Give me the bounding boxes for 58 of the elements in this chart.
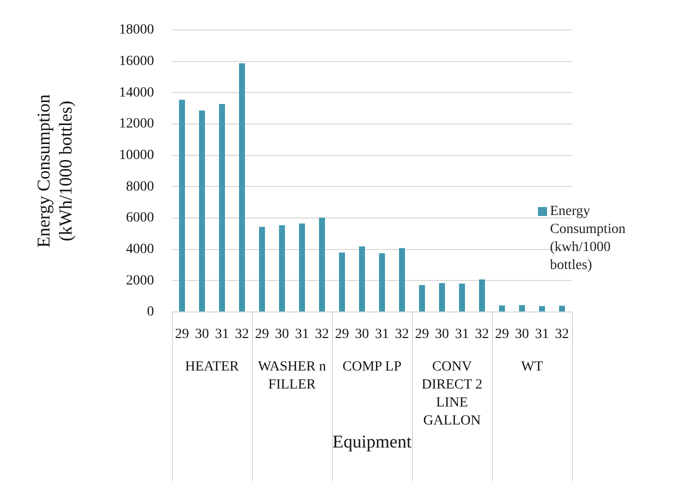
bar — [439, 283, 445, 312]
legend-label: Energy Consumption (kwh/1000 bottles) — [550, 203, 626, 275]
bar — [539, 306, 545, 312]
y-tick-label: 18000 — [119, 22, 154, 38]
x-tick-label: 31 — [295, 327, 309, 342]
y-tick-label: 0 — [147, 304, 154, 320]
x-tick-label: 30 — [355, 327, 369, 342]
bar — [259, 226, 265, 312]
x-tick-label: 31 — [215, 327, 229, 342]
x-tick-label: 32 — [475, 327, 489, 342]
y-tick-label: 4000 — [126, 242, 154, 258]
x-tick-label: 31 — [455, 327, 469, 342]
x-tick-label: 29 — [255, 327, 269, 342]
bar — [359, 246, 365, 312]
y-tick-label: 8000 — [126, 179, 154, 194]
bar — [199, 110, 205, 312]
x-tick-label: 29 — [495, 327, 509, 342]
bar — [299, 223, 305, 312]
x-tick-label: 30 — [515, 327, 529, 342]
bar — [399, 248, 405, 312]
bar — [339, 252, 345, 312]
x-tick-label: 31 — [375, 327, 389, 342]
y-tick-label: 10000 — [119, 148, 154, 164]
text: WT — [521, 360, 544, 375]
x-tick-label: 30 — [195, 327, 209, 342]
x-tick-label: 32 — [555, 327, 569, 342]
x-tick-label: 32 — [315, 327, 329, 342]
x-tick-label: 30 — [435, 327, 449, 342]
bar — [559, 306, 565, 312]
bar — [219, 104, 225, 312]
y-tick-label: 2000 — [126, 273, 154, 288]
x-tick-label: 30 — [275, 327, 289, 342]
y-tick-label: 12000 — [119, 116, 154, 132]
bar — [179, 100, 185, 312]
y-tick-label: 16000 — [119, 54, 154, 70]
x-axis-title: Equipment — [332, 432, 412, 452]
x-tick-label: 29 — [175, 327, 189, 342]
x-tick-label: 32 — [235, 327, 249, 342]
x-tick-label: 29 — [335, 327, 349, 342]
bar — [519, 305, 525, 312]
x-tick-label: 32 — [395, 327, 409, 342]
bar — [419, 285, 425, 312]
text: COMP LP — [342, 360, 402, 375]
x-tick-label: 29 — [415, 327, 429, 342]
y-axis-title: Energy Consumption (kWh/1000 bottles) — [34, 94, 76, 248]
bar — [319, 218, 325, 312]
bar — [279, 225, 285, 312]
bar — [239, 63, 245, 312]
bar — [379, 253, 385, 312]
text: CONV DIRECT 2 LINE GALLON — [422, 360, 482, 429]
y-tick-label: 14000 — [119, 85, 154, 100]
bar — [459, 284, 465, 312]
text: WASHER n FILLER — [258, 360, 326, 393]
bar — [479, 279, 485, 312]
bar — [499, 305, 505, 312]
x-tick-label: 31 — [535, 327, 549, 342]
text: HEATER — [185, 360, 240, 375]
y-tick-label: 6000 — [126, 210, 154, 226]
